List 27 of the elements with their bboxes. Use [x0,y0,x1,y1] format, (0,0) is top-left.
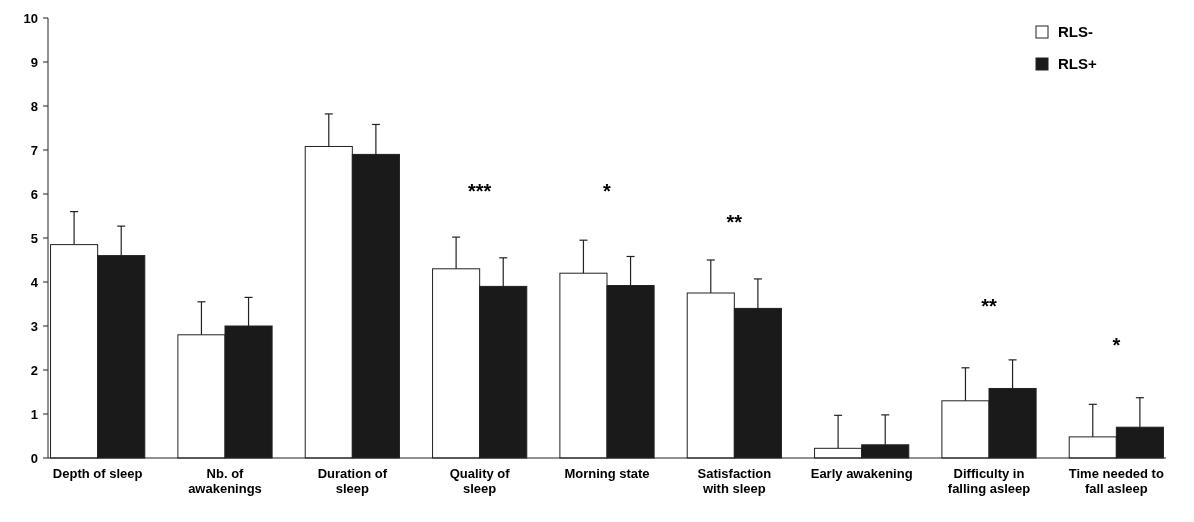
y-tick-label: 6 [30,186,38,202]
y-tick-label: 9 [30,54,38,70]
y-tick-label: 4 [30,274,39,290]
y-tick-label: 2 [30,362,38,378]
x-tick-label: Time needed to fall asleep [1068,466,1164,496]
annotation: ** [981,294,997,317]
y-tick-label: 8 [30,98,38,114]
x-tick-label: Morning state [564,466,650,481]
x-tick-label: Depth of sleep [52,466,143,481]
y-tick-label: 10 [23,10,38,26]
annotation: ** [726,211,743,234]
x-tick-label: Duration of sleep [317,466,388,496]
legend-label: RLS- [1058,23,1093,41]
annotation: * [1112,334,1121,357]
annotation: *** [467,180,492,203]
x-tick-label: Early awakening [810,466,913,481]
y-tick-label: 1 [30,406,38,422]
x-tick-label: Quality of sleep [449,466,511,496]
x-tick-label: Satisfaction with sleep [697,466,772,496]
x-tick-label: Difficulty in falling asleep [947,466,1031,496]
y-tick-label: 7 [30,142,38,158]
y-tick-label: 0 [30,450,38,466]
legend-label: RLS+ [1058,55,1097,73]
y-tick-label: 3 [30,318,38,334]
x-tick-label: Nb. of awakenings [188,466,262,496]
annotation: * [603,180,612,203]
y-tick-label: 5 [30,230,38,246]
